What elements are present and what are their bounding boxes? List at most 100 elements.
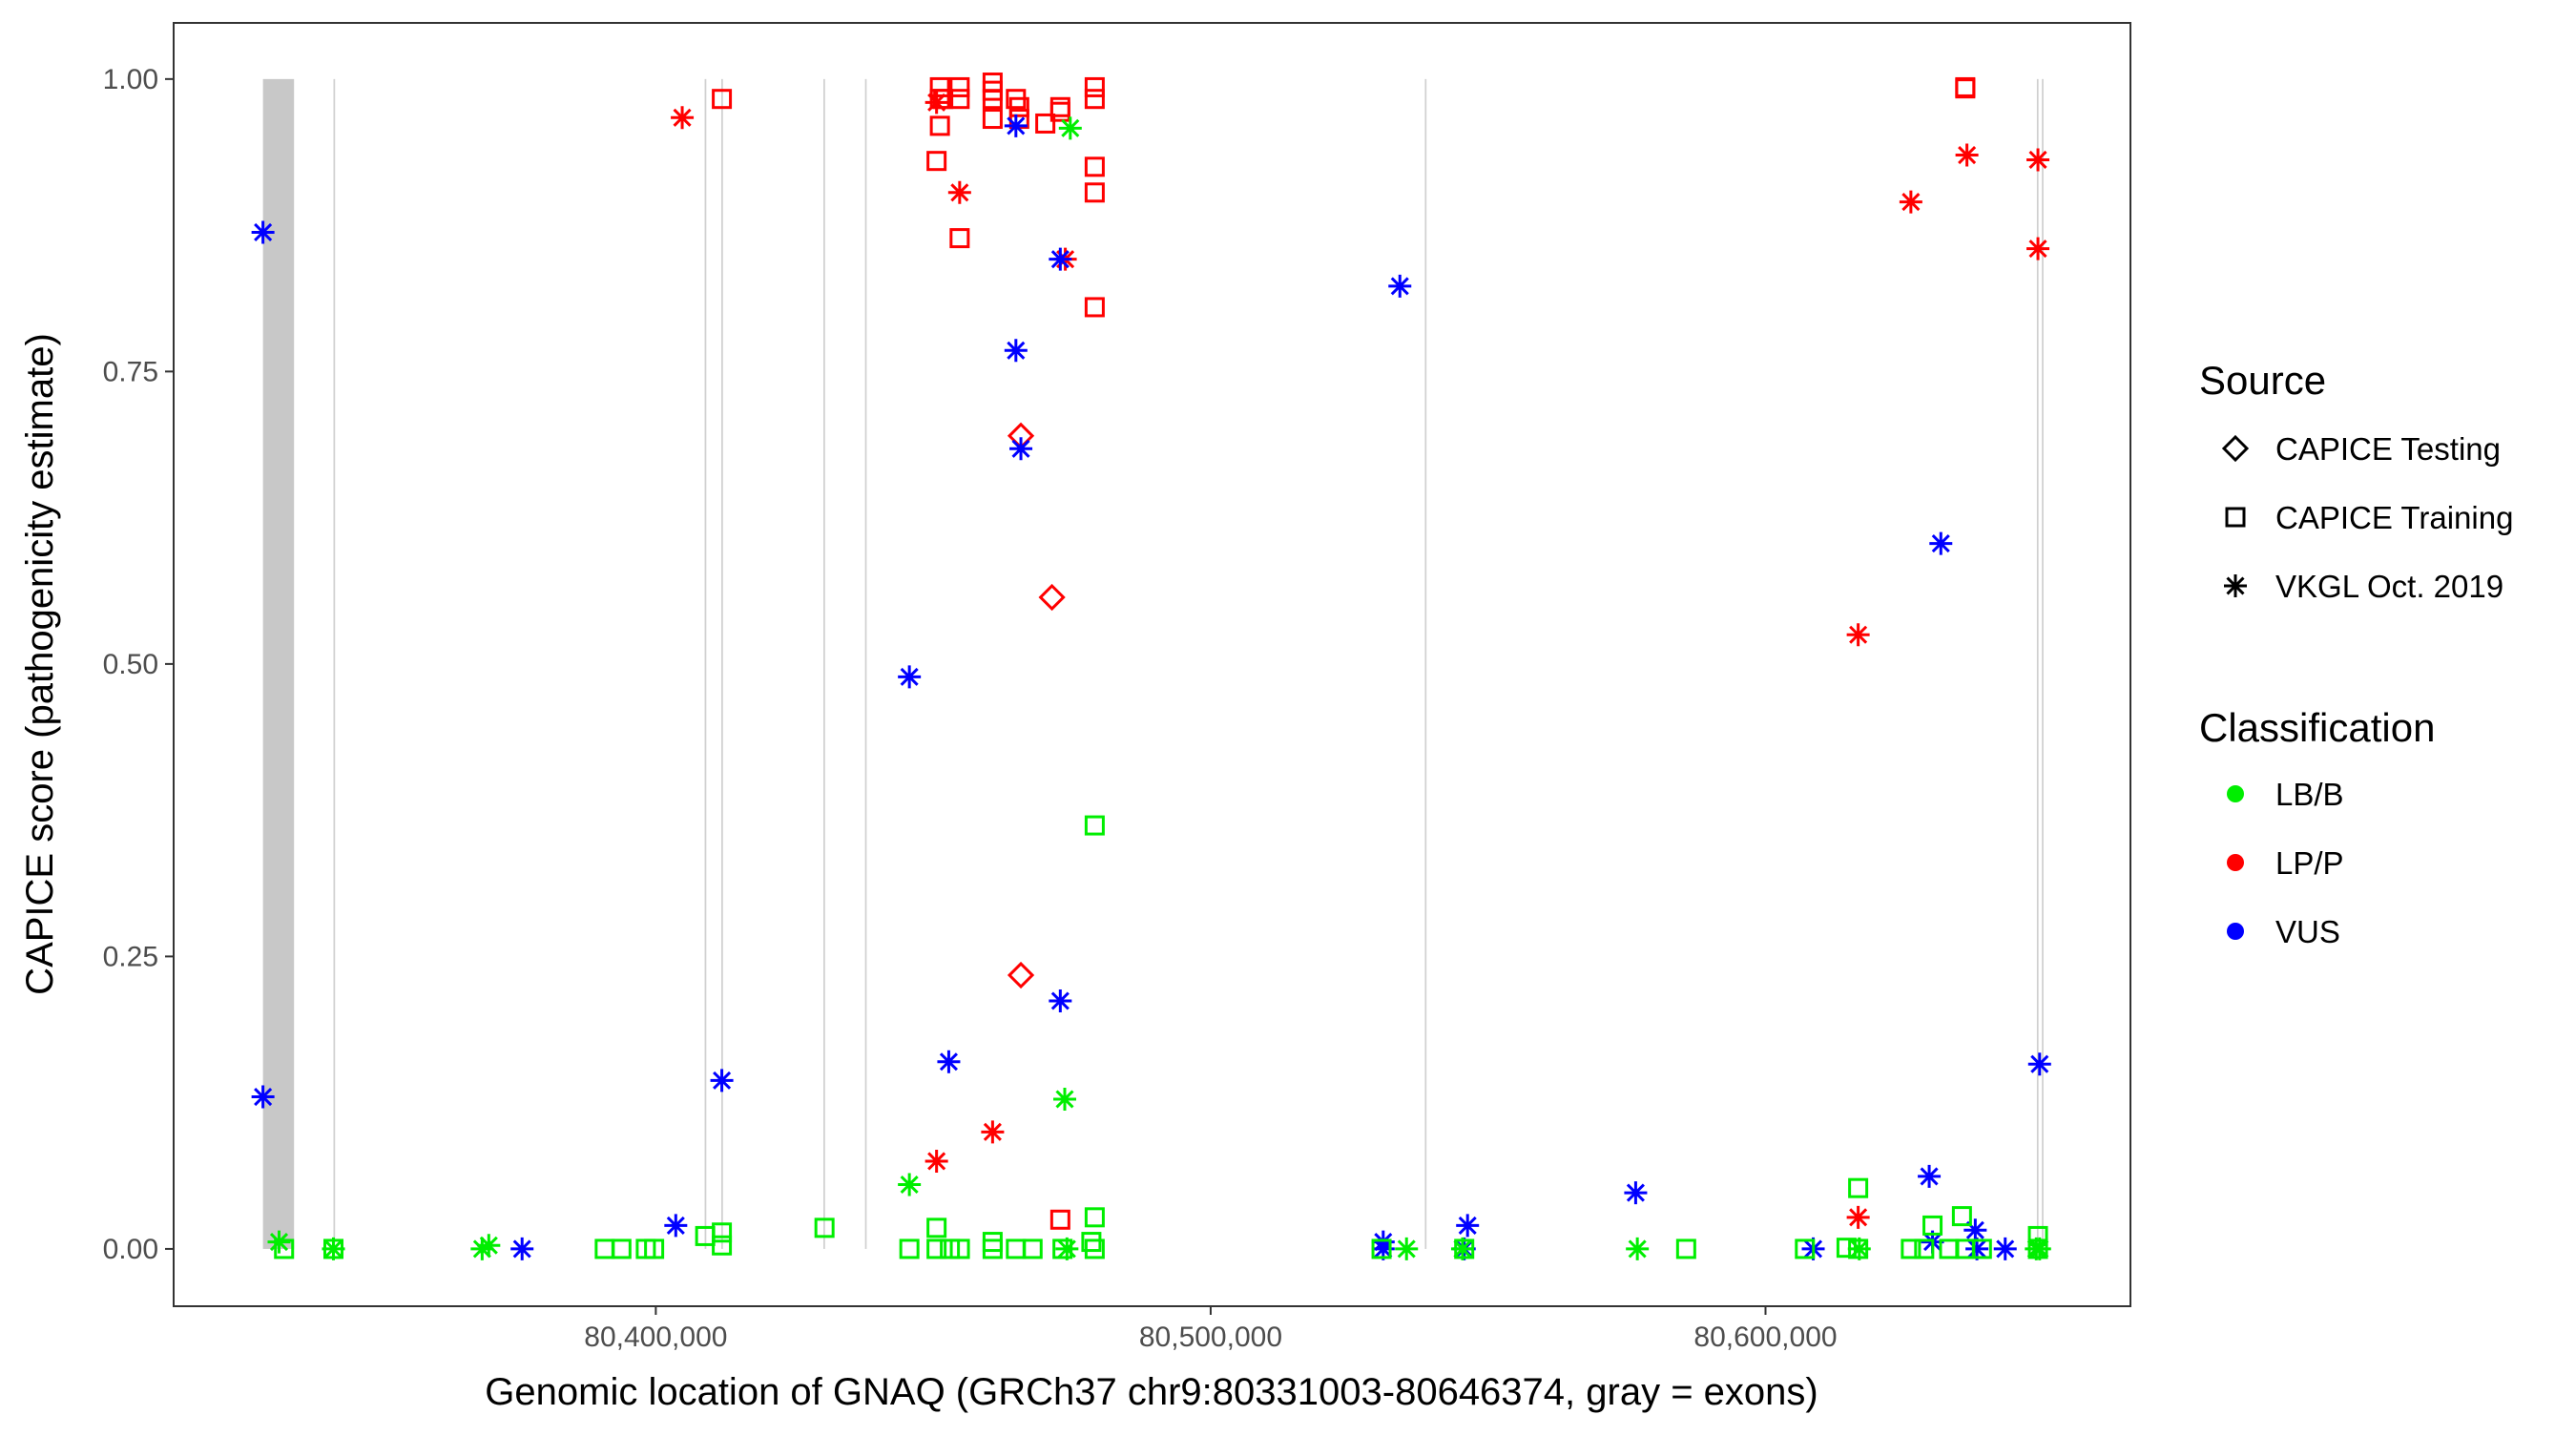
data-point: [510, 1237, 534, 1260]
legend-source-label: CAPICE Testing: [2275, 431, 2501, 467]
data-point: [1081, 1232, 1102, 1253]
exon-band: [1424, 78, 1427, 1249]
data-point: [1371, 1237, 1395, 1260]
data-point: [274, 1238, 295, 1259]
data-point: [1052, 1087, 1076, 1111]
x-tick-label: 80,500,000: [1139, 1322, 1282, 1353]
x-axis-label: Genomic location of GNAQ (GRCh37 chr9:80…: [485, 1371, 1818, 1413]
data-point: [1922, 1215, 1943, 1236]
y-tick-label: 0.75: [103, 356, 158, 387]
exon-band: [333, 78, 336, 1249]
data-point: [1846, 623, 1870, 647]
data-point: [1055, 1237, 1079, 1260]
data-point: [1965, 1237, 1989, 1260]
data-point: [1626, 1237, 1650, 1260]
legend-class-label: VUS: [2275, 914, 2340, 949]
data-point: [1084, 76, 1105, 97]
data-point: [251, 220, 275, 244]
data-point: [926, 151, 947, 172]
data-point: [1395, 1237, 1419, 1260]
legend: Source CAPICE Testing CAPICE Training VKGL…: [2199, 358, 2513, 949]
data-point: [470, 1237, 494, 1260]
data-point: [1914, 1238, 1935, 1259]
y-tick-label: 0.00: [103, 1234, 158, 1265]
data-point: [1049, 989, 1072, 1012]
data-point: [477, 1234, 501, 1258]
data-point: [1951, 1206, 1972, 1227]
plot-background: [174, 23, 2130, 1306]
data-point: [1795, 1238, 1816, 1259]
y-tick-label: 0.50: [103, 649, 158, 680]
exon-band: [721, 78, 723, 1249]
data-point: [1955, 143, 1979, 167]
dot-icon: [2227, 785, 2244, 802]
data-point: [1955, 78, 1976, 99]
data-point: [2027, 1052, 2051, 1076]
legend-source-title: Source: [2199, 358, 2326, 403]
data-point: [949, 76, 970, 97]
data-point: [949, 89, 970, 110]
data-point: [1022, 1238, 1043, 1259]
data-point: [982, 109, 1003, 130]
data-point: [1388, 274, 1412, 298]
data-point: [2026, 148, 2050, 172]
exon-band: [2036, 78, 2039, 1249]
data-point: [322, 1238, 343, 1259]
data-point: [1084, 89, 1105, 110]
data-point: [2026, 237, 2050, 260]
data-point: [929, 76, 950, 97]
data-point: [671, 106, 695, 130]
data-point: [1899, 190, 1922, 214]
data-point: [1049, 247, 1072, 271]
data-point: [1901, 1238, 1922, 1259]
data-point: [898, 1173, 922, 1197]
square-icon: [2225, 507, 2246, 528]
data-point: [898, 665, 922, 689]
data-point: [1929, 531, 1953, 555]
y-axis: 0.00 0.25 0.50 0.75 1.00: [103, 64, 174, 1265]
data-point: [1058, 116, 1082, 140]
points-layer: [251, 73, 2051, 1260]
data-point: [924, 1149, 948, 1173]
data-point: [1084, 815, 1105, 836]
y-tick-label: 0.25: [103, 941, 158, 972]
data-point: [267, 1230, 291, 1254]
data-point: [1624, 1181, 1648, 1205]
data-point: [1084, 182, 1105, 203]
data-point: [926, 1238, 947, 1259]
data-point: [1004, 339, 1028, 363]
data-point: [1009, 437, 1033, 461]
data-point: [1836, 1238, 1857, 1259]
data-point: [1971, 1238, 1992, 1259]
legend-class-label: LP/P: [2275, 845, 2344, 881]
x-tick-label: 80,600,000: [1693, 1322, 1837, 1353]
data-point: [814, 1217, 835, 1238]
data-point: [1008, 96, 1029, 117]
data-point: [982, 1238, 1003, 1259]
data-point: [981, 1120, 1005, 1144]
data-point: [1675, 1238, 1696, 1259]
exon-band: [864, 78, 867, 1249]
legend-source-label: CAPICE Training: [2275, 500, 2513, 535]
data-point: [712, 89, 733, 110]
data-point: [644, 1238, 665, 1259]
y-axis-label: CAPICE score (pathogenicity estimate): [19, 333, 61, 995]
data-point: [1848, 1177, 1869, 1198]
data-point: [949, 228, 970, 249]
data-point: [2027, 1237, 2051, 1260]
data-point: [947, 180, 971, 204]
series-capice-training-lp-p: [712, 73, 1976, 1230]
data-point: [251, 1085, 275, 1109]
data-point: [1084, 297, 1105, 318]
data-point: [712, 1235, 733, 1256]
data-point: [1035, 113, 1056, 134]
data-point: [1847, 1237, 1871, 1260]
data-point: [1454, 1238, 1475, 1259]
data-point: [2027, 1238, 2048, 1259]
data-point: [611, 1238, 632, 1259]
legend-class-label: LB/B: [2275, 777, 2344, 812]
exon-band: [823, 78, 825, 1249]
data-point: [949, 1238, 970, 1259]
exon-band: [704, 78, 707, 1249]
